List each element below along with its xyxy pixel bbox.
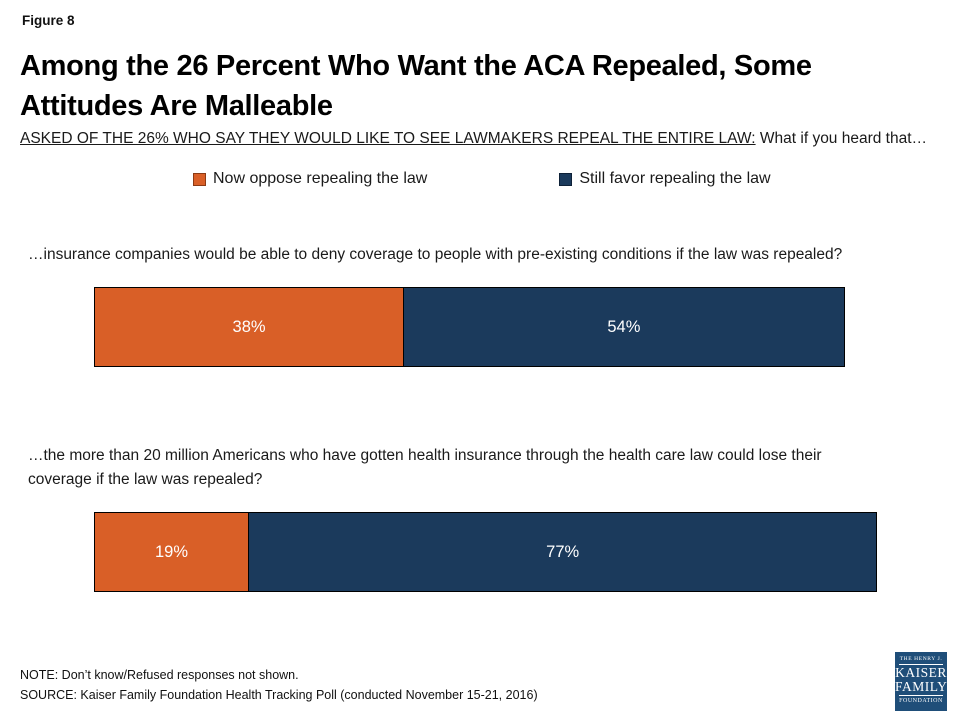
bar-value-label: 54% xyxy=(607,317,641,336)
legend-label-favor: Still favor repealing the law xyxy=(579,170,771,187)
legend-item-favor: Still favor repealing the law xyxy=(559,170,771,188)
logo-line-family: FAMILY xyxy=(895,679,948,695)
legend-swatch-favor-icon xyxy=(559,172,573,186)
subtitle: ASKED OF THE 26% WHO SAY THEY WOULD LIKE… xyxy=(20,130,950,148)
logo-line-kaiser: KAISER xyxy=(895,665,947,680)
page-title: Among the 26 Percent Who Want the ACA Re… xyxy=(20,50,812,123)
bar-lose-coverage: 19% 77% xyxy=(94,512,910,592)
bar-value-label: 38% xyxy=(232,317,266,336)
bar-segment-favor: 77% xyxy=(249,512,878,592)
question-preexisting-conditions: …insurance companies would be able to de… xyxy=(28,246,843,263)
subtitle-underlined: ASKED OF THE 26% WHO SAY THEY WOULD LIKE… xyxy=(20,130,756,147)
question-lose-coverage: …the more than 20 million Americans who … xyxy=(28,447,822,489)
note-text: NOTE: Don’t know/Refused responses not s… xyxy=(20,668,299,682)
legend-swatch-oppose-icon xyxy=(193,172,206,186)
figure-label: Figure 8 xyxy=(22,13,75,28)
bar-preexisting-conditions: 38% 54% xyxy=(94,287,910,367)
subtitle-rest: What if you heard that… xyxy=(755,130,928,147)
source-text: SOURCE: Kaiser Family Foundation Health … xyxy=(20,688,538,702)
bar-segment-oppose: 38% xyxy=(94,287,405,367)
logo-line-foundation: FOUNDATION xyxy=(899,695,943,704)
bar-segment-favor: 54% xyxy=(404,287,845,367)
bar-segment-oppose: 19% xyxy=(94,512,250,592)
kaiser-family-foundation-logo: THE HENRY J. KAISER FAMILY FOUNDATION xyxy=(895,652,947,711)
legend: Now oppose repealing the law Still favor… xyxy=(193,170,771,188)
bar-value-label: 19% xyxy=(155,542,189,561)
legend-label-oppose: Now oppose repealing the law xyxy=(213,170,428,187)
bar-value-label: 77% xyxy=(546,542,580,561)
logo-line-the-henry-j: THE HENRY J. xyxy=(899,656,943,665)
legend-item-oppose: Now oppose repealing the law xyxy=(193,170,427,188)
